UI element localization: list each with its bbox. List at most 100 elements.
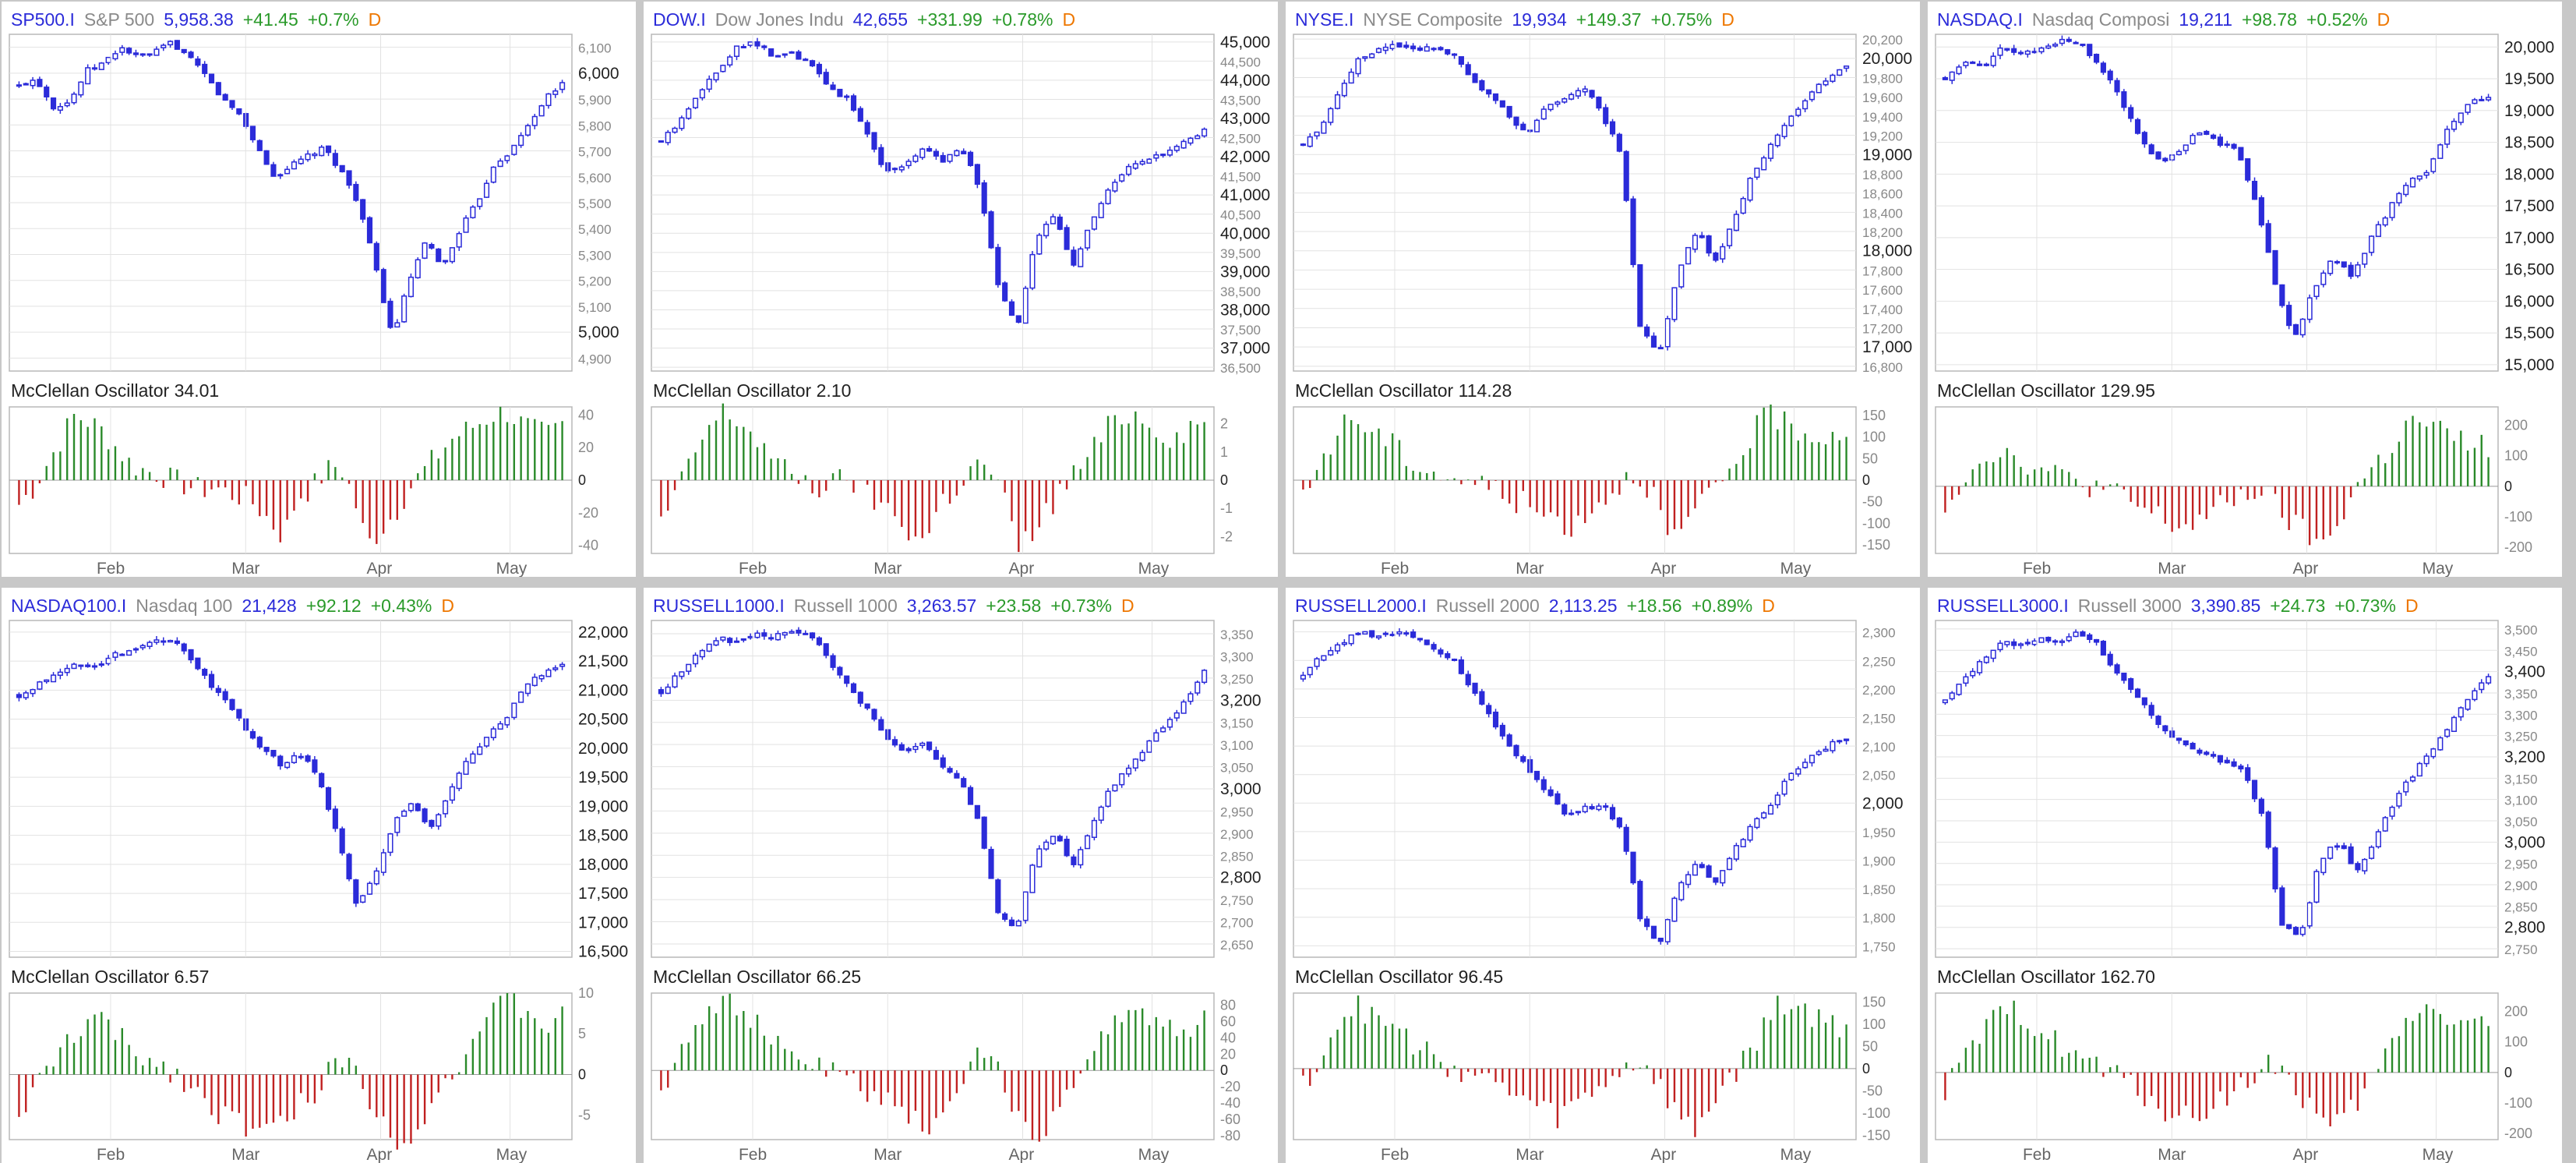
chart-panel-nasdaq100-i[interactable]: NASDAQ100.I Nasdaq 100 21,428 +92.12 +0.43% D…: [2, 588, 636, 1163]
candle-body: [2183, 740, 2189, 746]
period-button[interactable]: D: [441, 596, 454, 616]
oscillator-title: McClellan Oscillator 2.10: [653, 380, 852, 401]
candle-body: [2134, 688, 2141, 698]
symbol-link[interactable]: RUSSELL2000.I: [1295, 596, 1427, 616]
price-tick-label: 19,000: [578, 797, 628, 815]
period-button[interactable]: D: [368, 9, 382, 30]
candle-body: [761, 45, 768, 48]
candle-body: [1153, 154, 1159, 159]
candle-body: [2437, 144, 2444, 159]
candle-body: [1706, 865, 1712, 878]
price-tick-label: 3,200: [2504, 748, 2546, 766]
chart-panel-russell3000-i[interactable]: RUSSELL3000.I Russell 3000 3,390.85 +24.73 +…: [1928, 588, 2562, 1163]
month-label: Feb: [2023, 560, 2051, 577]
period-button[interactable]: D: [1721, 9, 1734, 30]
symbol-link[interactable]: SP500.I: [11, 9, 75, 30]
price-tick-label: 5,100: [578, 300, 612, 315]
candle-body: [2011, 641, 2017, 646]
candle-body: [2024, 642, 2031, 645]
candle-body: [727, 638, 733, 643]
period-button[interactable]: D: [2377, 9, 2391, 30]
candle-body: [504, 155, 510, 161]
last-price: 2,113.25: [1548, 596, 1618, 616]
period-button[interactable]: D: [1120, 596, 1134, 616]
candle-body: [1002, 282, 1008, 302]
month-label: Mar: [2158, 1146, 2186, 1163]
price-tick-label: 3,000: [2504, 833, 2546, 851]
candle-body: [2031, 51, 2038, 54]
candle-body: [380, 852, 386, 873]
candle-body: [823, 72, 829, 85]
month-label: May: [2422, 560, 2454, 577]
chart-panel-russell1000-i[interactable]: RUSSELL1000.I Russell 1000 3,263.57 +23.58 +…: [644, 588, 1278, 1163]
price-tick-label: 18,800: [1862, 168, 1903, 182]
candle-body: [2486, 97, 2492, 101]
chart-panel-nasdaq-i[interactable]: NASDAQ.I Nasdaq Composi 19,211 +98.78 +0.52%…: [1928, 2, 2562, 577]
price-tick-label: 2,000: [1862, 794, 1904, 812]
candle-body: [1650, 925, 1657, 939]
candle-body: [1970, 670, 1976, 677]
candle-body: [1956, 66, 1962, 75]
candle-body: [1389, 634, 1396, 637]
month-label: Mar: [231, 560, 259, 577]
candle-body: [37, 79, 43, 87]
candle-body: [1334, 94, 1341, 109]
candle-body: [1795, 768, 1801, 775]
candle-body: [1057, 836, 1063, 842]
candle-body: [1657, 347, 1664, 350]
candle-body: [1173, 712, 1180, 719]
candle-body: [1431, 48, 1437, 51]
candle-body: [1788, 772, 1794, 781]
candle-body: [1596, 96, 1602, 109]
chart-header: RUSSELL2000.I Russell 2000 2,113.25 +18.56 +…: [1295, 594, 1784, 617]
candle-body: [947, 154, 953, 162]
candle-body: [249, 730, 256, 739]
candle-body: [380, 269, 386, 303]
chart-panel-nyse-i[interactable]: NYSE.I NYSE Composite 19,934 +149.37 +0.75% D…: [1286, 2, 1920, 577]
candle-body: [2066, 38, 2072, 42]
symbol-link[interactable]: NASDAQ.I: [1937, 9, 2023, 30]
candle-body: [1064, 839, 1070, 857]
symbol-link[interactable]: RUSSELL1000.I: [653, 596, 785, 616]
candle-body: [1355, 632, 1361, 635]
candle-body: [761, 632, 768, 637]
candle-body: [373, 870, 379, 885]
candle-body: [2348, 264, 2354, 277]
symbol-link[interactable]: NASDAQ100.I: [11, 596, 127, 616]
candle-body: [1678, 882, 1685, 900]
period-button[interactable]: D: [1062, 9, 1076, 30]
candle-body: [2080, 44, 2086, 47]
candle-body: [1307, 666, 1313, 676]
candle-body: [803, 58, 809, 62]
candle-body: [947, 768, 953, 773]
candle-body: [967, 787, 974, 805]
candle-body: [2073, 631, 2079, 638]
candle-body: [1997, 642, 2003, 651]
candle-body: [2093, 638, 2100, 643]
candle-body: [1802, 100, 1808, 110]
chart-panel-sp500-i[interactable]: SP500.I S&P 500 5,958.38 +41.45 +0.7% D 6,100 6…: [2, 2, 636, 577]
price-tick-label: 3,000: [1220, 780, 1262, 798]
candle-body: [1561, 804, 1568, 815]
candle-body: [1015, 315, 1022, 323]
candle-body: [1362, 631, 1368, 635]
chart-panel-dow-i[interactable]: DOW.I Dow Jones Indu 42,655 +331.99 +0.78% D 4…: [644, 2, 1278, 577]
price-tick-label: 3,100: [1220, 738, 1254, 753]
symbol-link[interactable]: NYSE.I: [1295, 9, 1354, 30]
chart-panel-russell2000-i[interactable]: RUSSELL2000.I Russell 2000 2,113.25 +18.56 +…: [1286, 588, 1920, 1163]
candle-body: [1146, 158, 1152, 164]
candle-body: [64, 102, 70, 107]
oscillator-tick-label: 0: [1220, 472, 1228, 488]
candle-body: [319, 772, 325, 788]
percent-change: +0.73%: [2334, 596, 2396, 616]
period-button[interactable]: D: [1762, 596, 1775, 616]
price-tick-label: 43,000: [1220, 110, 1270, 128]
price-tick-label: 2,800: [1220, 869, 1262, 887]
symbol-link[interactable]: DOW.I: [653, 9, 706, 30]
symbol-link[interactable]: RUSSELL3000.I: [1937, 596, 2069, 616]
candle-body: [477, 746, 483, 755]
price-tick-label: 20,000: [2504, 38, 2554, 56]
candle-body: [202, 63, 208, 74]
period-button[interactable]: D: [2405, 596, 2419, 616]
price-tick-label: 19,500: [2504, 70, 2554, 88]
